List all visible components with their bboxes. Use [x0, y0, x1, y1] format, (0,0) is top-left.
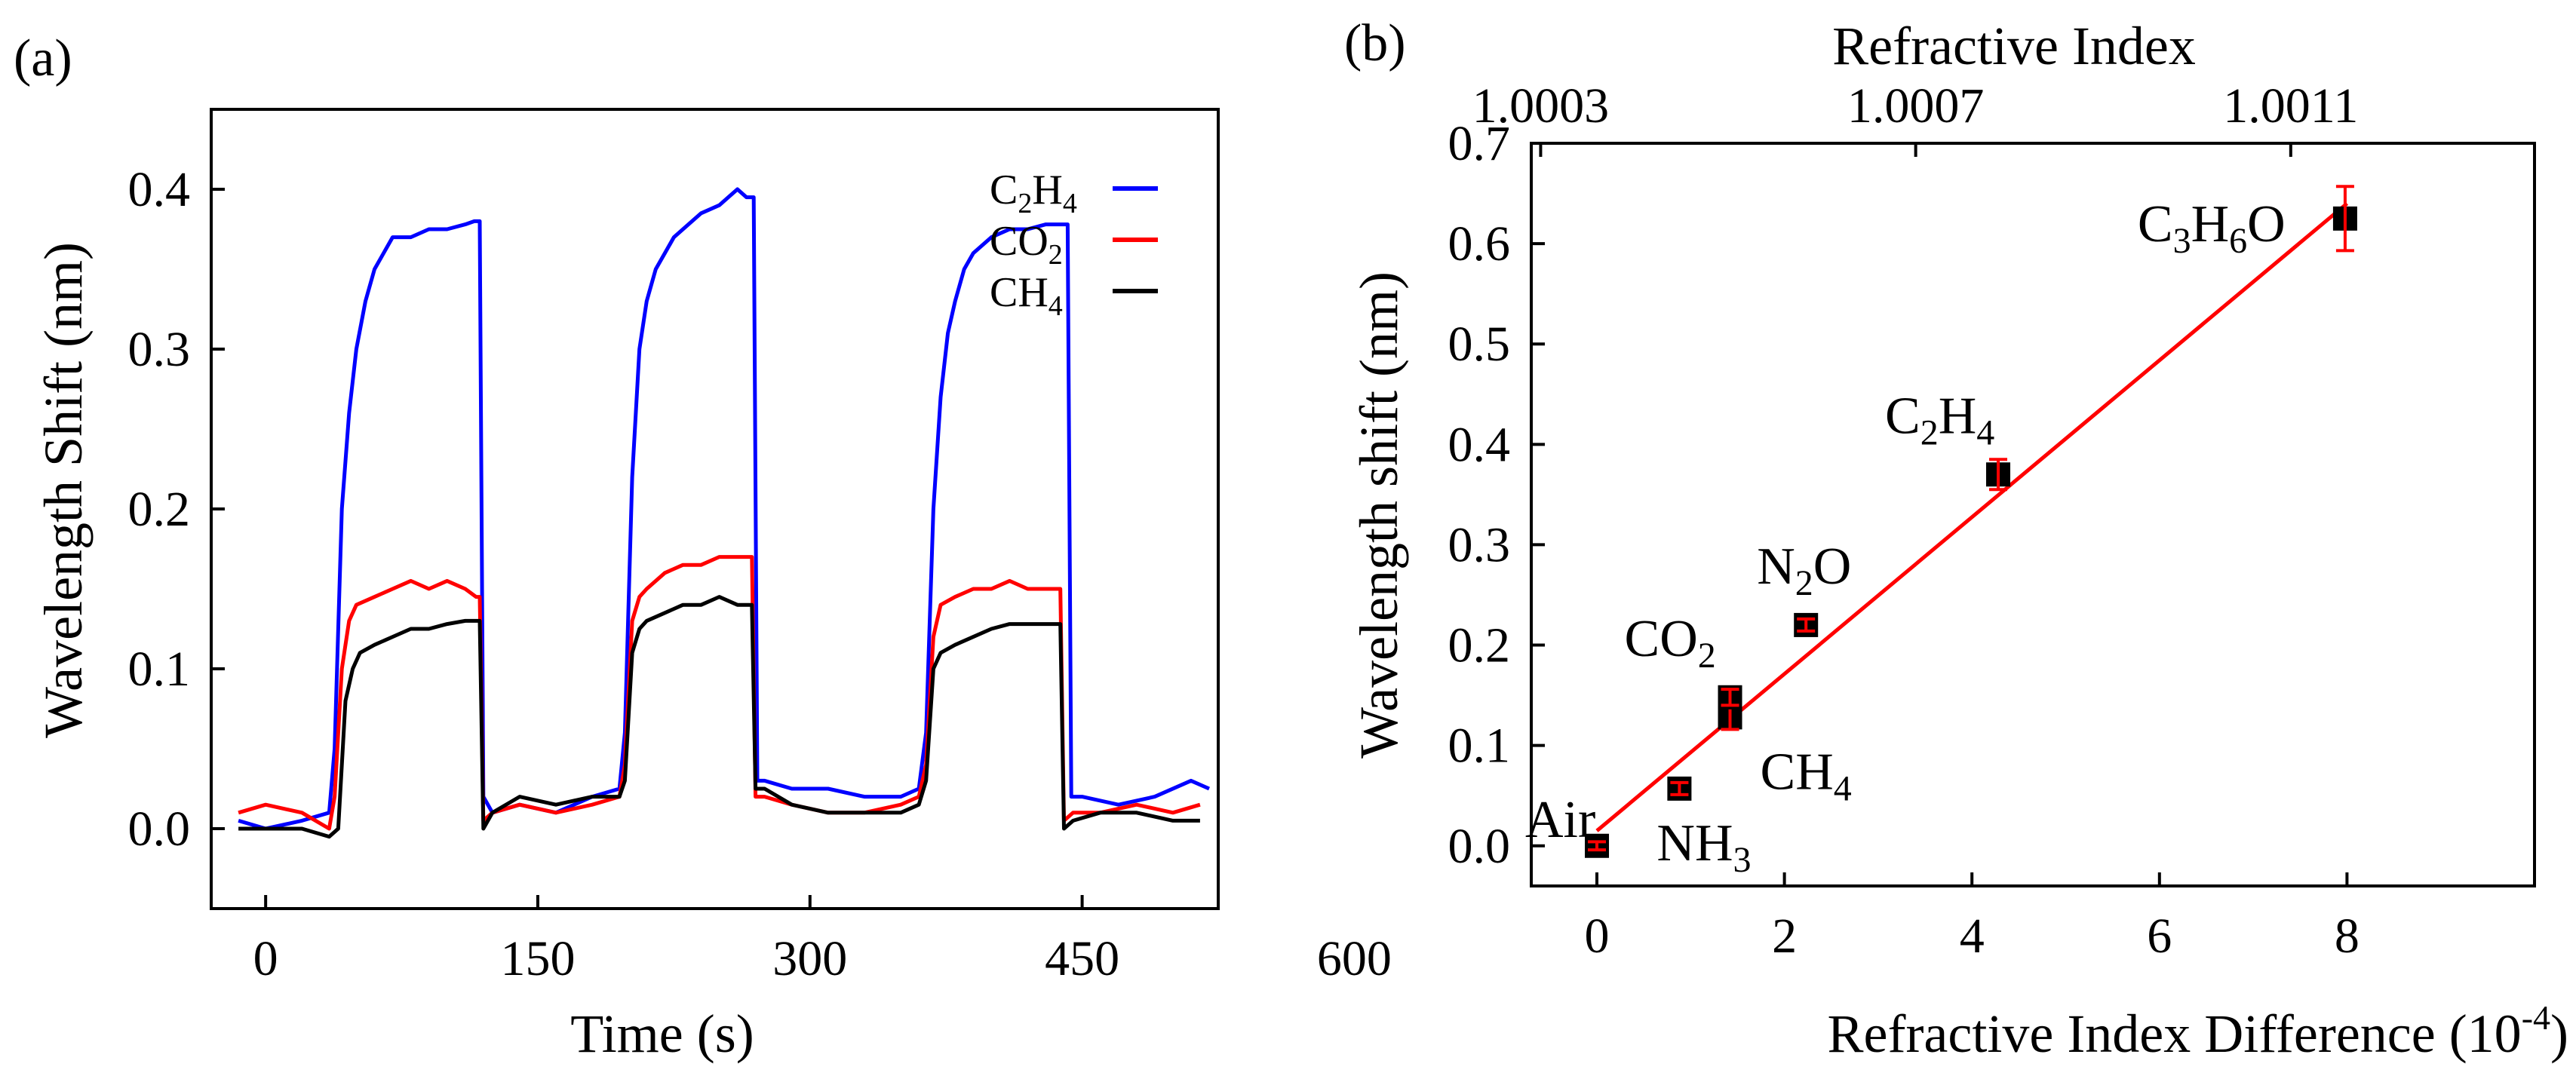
panel-b-y-tick-label: 0.1 [1448, 719, 1511, 774]
panel-a-y-tick-label: 0.2 [128, 482, 191, 537]
panel-b-label-air: Air [1525, 791, 1595, 849]
panel-b-label-n2o-part: N [1757, 538, 1795, 596]
panel-b-label-n2o: N2O [1757, 538, 1851, 603]
panel-b-label-c2h4-part: H [1939, 387, 1977, 445]
panel-b-y-tick-label: 0.5 [1448, 317, 1511, 372]
panel-b-label-c3h6o-part: H [2191, 195, 2230, 253]
panel-b-label-co2-part: 2 [1698, 636, 1716, 676]
panel-b-y-tick-label: 0.3 [1448, 517, 1511, 572]
panel-b-label-nh3: NH3 [1656, 814, 1751, 880]
panel-b-top-tick-label: 1.0003 [1472, 78, 1610, 133]
panel-b-y-tick-label: 0.2 [1448, 618, 1511, 673]
panel-b-label-ch4-part: 4 [1834, 768, 1852, 808]
panel-b-label-nh3-part: NH [1656, 814, 1733, 872]
panel-a-series [238, 187, 1211, 839]
panel-b-label-co2: CO2 [1625, 610, 1716, 676]
panel-a-legend-label-c2h4-part: 4 [1063, 188, 1077, 219]
panel-b-x-tick-label: 0 [1585, 909, 1610, 964]
panel-b-label-c3h6o: C3H6O [2138, 195, 2286, 261]
panel-a-legend-label-c2h4-part: H [1032, 167, 1062, 213]
panel-a-ticks: 0 150 300 450 600 0.0 0.1 0.2 0.3 0.4 [128, 162, 1392, 986]
panel-a-x-tick-label: 150 [500, 931, 575, 986]
panel-b-x-tick-label: 4 [1960, 909, 1985, 964]
panel-a-legend-label-co2: CO2 [990, 218, 1063, 271]
panel-a-series-line-ch4 [238, 595, 1200, 839]
panel-a-legend-label-c2h4-part: C [990, 167, 1018, 213]
panel-b-y-axis-label: Wavelength shift (nm) [1349, 271, 1409, 759]
panel-a-x-tick-label: 600 [1317, 931, 1392, 986]
panel-a-series-line-c2h4 [238, 187, 1211, 831]
panel-a-x-tick-label: 300 [772, 931, 847, 986]
panel-b-label-air-part: Air [1525, 791, 1595, 849]
panel-b-y-tick-label: 0.0 [1448, 819, 1511, 874]
panel-b-x-tick-label: 2 [1772, 909, 1797, 964]
panel-b-label-c2h4-part: 4 [1976, 412, 1994, 452]
panel-b-x-tick-label: 6 [2147, 909, 2172, 964]
panel-b-x-axis-label-sup: -4 [2522, 998, 2550, 1037]
panel-a-legend-label-ch4-part: 4 [1049, 290, 1063, 322]
panel-b-label-co2-part: CO [1625, 610, 1698, 668]
panel-b-label-c2h4: C2H4 [1885, 387, 1994, 452]
panel-b-fit-line [1595, 201, 2349, 832]
panel-b-label-c3h6o-part: 6 [2229, 221, 2247, 261]
panel-b-plot-frame [1530, 142, 2536, 887]
panel-b-top-axis-label: Refractive Index [1832, 16, 2196, 76]
panel-a-letter: (a) [14, 29, 72, 87]
panel-b-label-c3h6o-part: O [2247, 195, 2286, 253]
panel-a-legend-label-co2-part: CO [990, 218, 1049, 265]
panel-b-x-tick-label: 8 [2335, 909, 2360, 964]
panel-a-y-tick-label: 0.4 [128, 162, 191, 217]
panel-b-y-tick-label: 0.7 [1448, 116, 1511, 171]
panel-b-label-nh3-part: 3 [1733, 840, 1752, 880]
panel-a-x-tick-label: 450 [1045, 931, 1119, 986]
panel-b-top-tick-label: 1.0011 [2223, 78, 2358, 133]
panel-b-letter: (b) [1344, 14, 1406, 72]
panel-a-legend-label-c2h4-part: 2 [1018, 188, 1032, 219]
panel-b-x-axis-label-tail: ) [2550, 1004, 2568, 1064]
panel-a-y-tick-label: 0.1 [128, 642, 191, 697]
panel-b-x-axis-label: Refractive Index Difference (10-4) [1828, 998, 2569, 1064]
panel-b-label-c3h6o-part: 3 [2173, 221, 2191, 261]
panel-b-fit [1595, 201, 2349, 832]
panel-b-label-n2o-part: O [1813, 538, 1852, 596]
panel-a-y-axis-label: Wavelength Shift (nm) [33, 242, 94, 738]
panel-b-ticks: 0 2 4 6 81.0003 1.0007 1.00110.00.10.20.30.40.… [1448, 78, 2360, 964]
panel-a-series-line-co2 [238, 555, 1201, 831]
panel-a-legend-label-ch4: CH4 [990, 269, 1063, 322]
panel-a-legend-label-ch4-part: CH [990, 269, 1049, 316]
panel-a-x-axis-label: Time (s) [570, 1004, 754, 1064]
panel-a-legend-label-co2-part: 2 [1049, 239, 1063, 271]
panel-b-label-ch4: CH4 [1761, 743, 1852, 808]
panel-a-x-tick-label: 0 [253, 931, 278, 986]
panel-b-y-tick-label: 0.4 [1448, 417, 1511, 472]
panel-b-label-ch4-part: CH [1761, 743, 1834, 801]
panel-a-y-tick-label: 0.0 [128, 802, 191, 857]
panel-b-label-n2o-part: 2 [1795, 563, 1813, 603]
panel-b-chart: 0 2 4 6 81.0003 1.0007 1.00110.00.10.20.30.40.… [1349, 16, 2568, 1064]
panel-b-top-tick-label: 1.0007 [1847, 78, 1985, 133]
panel-b-x-axis-label-main: Refractive Index Difference (10 [1828, 1004, 2522, 1064]
panel-b-label-c3h6o-part: C [2138, 195, 2173, 253]
panel-b-points [1585, 185, 2357, 858]
panel-a-y-tick-label: 0.3 [128, 322, 191, 377]
panel-a-legend-label-c2h4: C2H4 [990, 167, 1077, 219]
panel-b-label-c2h4-part: C [1885, 387, 1920, 445]
panel-b-label-c2h4-part: 2 [1920, 412, 1939, 452]
panel-b-y-tick-label: 0.6 [1448, 216, 1511, 271]
